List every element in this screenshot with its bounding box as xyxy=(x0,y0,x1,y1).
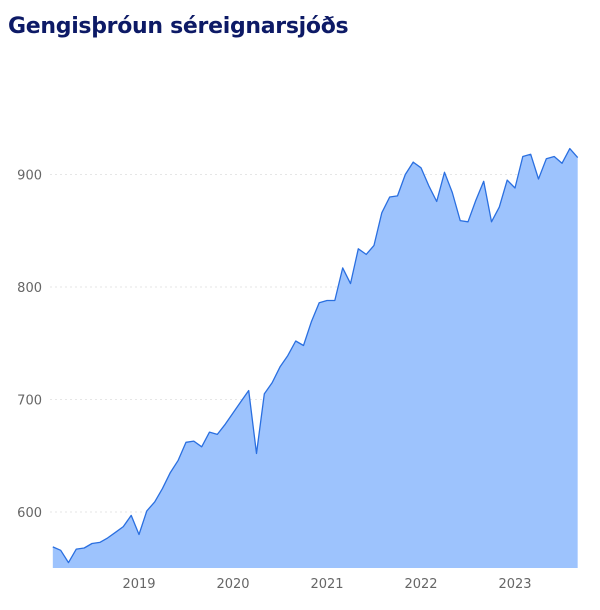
y-tick-label: 700 xyxy=(17,394,42,409)
y-tick-label: 600 xyxy=(17,506,42,521)
x-tick-label: 2023 xyxy=(498,577,531,592)
y-tick-label: 900 xyxy=(17,169,42,184)
y-tick-label: 800 xyxy=(17,281,42,296)
area-fill xyxy=(52,148,578,568)
x-tick-label: 2019 xyxy=(122,577,155,592)
x-tick-label: 2020 xyxy=(216,577,249,592)
x-tick-label: 2021 xyxy=(310,577,343,592)
x-tick-label: 2022 xyxy=(404,577,437,592)
chart-title: Gengisþróun séreignarsjóðs xyxy=(8,14,349,39)
series-line xyxy=(52,147,579,564)
